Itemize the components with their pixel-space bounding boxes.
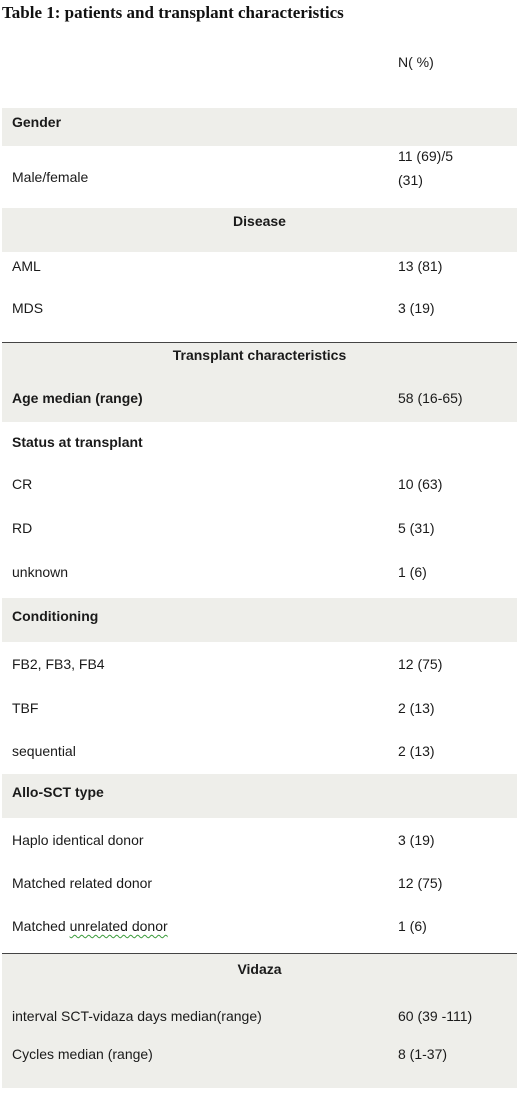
table-row: Matched unrelated donor 1 (6) xyxy=(2,906,517,950)
table-row: MDS 3 (19) xyxy=(2,296,517,340)
row-label: Male/female xyxy=(12,169,89,185)
row-label: MDS xyxy=(12,300,44,316)
row-value: 1 (6) xyxy=(398,918,427,934)
row-label: FB2, FB3, FB4 xyxy=(12,656,105,672)
table-row: Cycles median (range) 8 (1-37) xyxy=(2,1036,517,1088)
section-heading-vidaza: Vidaza xyxy=(237,961,282,977)
subsection-heading-allo-sct: Allo-SCT type xyxy=(12,784,104,800)
row-value: 1 (6) xyxy=(398,564,427,580)
row-value: 12 (75) xyxy=(398,656,443,672)
section-heading-row: Gender xyxy=(2,108,517,146)
table-row: CR 10 (63) xyxy=(2,462,517,506)
characteristics-table: N( %) Gender Male/female 11 (69)/5 (31) … xyxy=(2,28,517,1093)
row-label: interval SCT-vidaza days median(range) xyxy=(12,1008,262,1024)
table-title: Table 1: patients and transplant charact… xyxy=(2,3,344,22)
row-value: 5 (31) xyxy=(398,520,435,536)
row-value: 12 (75) xyxy=(398,875,443,891)
subsection-heading-status: Status at transplant xyxy=(12,434,143,450)
table-row: FB2, FB3, FB4 12 (75) xyxy=(2,642,517,686)
row-value: 3 (19) xyxy=(398,832,435,848)
row-label: Matched unrelated donor xyxy=(12,916,168,936)
row-value: 11 (69)/5 (31) xyxy=(398,146,516,190)
row-value-age: 58 (16-65) xyxy=(398,390,463,406)
column-header-n-percent: N( %) xyxy=(398,54,434,70)
subsection-heading-conditioning: Conditioning xyxy=(12,608,99,624)
section-heading-row: Vidaza xyxy=(2,954,517,992)
table-row: interval SCT-vidaza days median(range) 6… xyxy=(2,992,517,1036)
section-heading-disease: Disease xyxy=(233,213,286,229)
row-value-line-1: 11 (69)/5 xyxy=(398,148,453,164)
row-value: 60 (39 -111) xyxy=(398,1008,473,1024)
row-label: Cycles median (range) xyxy=(12,1046,153,1062)
row-value: 13 (81) xyxy=(398,258,443,274)
row-value-line-2: (31) xyxy=(398,172,423,188)
row-value: 8 (1-37) xyxy=(398,1046,448,1062)
section-heading-transplant: Transplant characteristics xyxy=(172,347,347,363)
row-label: Matched related donor xyxy=(12,875,153,891)
row-label: RD xyxy=(12,520,33,536)
subsection-heading-row: Allo-SCT type xyxy=(2,774,517,818)
table-row: Male/female 11 (69)/5 (31) xyxy=(2,146,517,208)
row-label: CR xyxy=(12,476,33,492)
table-header-row: N( %) xyxy=(2,28,517,108)
section-divider xyxy=(2,342,517,343)
row-label: TBF xyxy=(12,700,39,716)
table-row: Haplo identical donor 3 (19) xyxy=(2,818,517,862)
row-label: unknown xyxy=(12,564,69,580)
table-row: Matched related donor 12 (75) xyxy=(2,862,517,906)
table-row: RD 5 (31) xyxy=(2,506,517,550)
spellcheck-flagged-text: unrelated donor xyxy=(69,918,168,934)
row-label-prefix: Matched xyxy=(12,918,70,934)
row-value: 3 (19) xyxy=(398,300,435,316)
section-divider xyxy=(2,953,517,954)
section-heading-row: Transplant characteristics Age median (r… xyxy=(2,343,517,422)
row-label: AML xyxy=(12,258,41,274)
row-value: 2 (13) xyxy=(398,743,435,759)
table-row: AML 13 (81) xyxy=(2,252,517,296)
table-row: TBF 2 (13) xyxy=(2,686,517,730)
row-label-age: Age median (range) xyxy=(12,390,143,406)
row-label: Haplo identical donor xyxy=(12,832,144,848)
row-value: 10 (63) xyxy=(398,476,443,492)
table-row: unknown 1 (6) xyxy=(2,550,517,594)
row-value: 2 (13) xyxy=(398,700,435,716)
section-heading-row: Disease xyxy=(2,208,517,252)
row-label: sequential xyxy=(12,743,76,759)
subsection-heading-row: Status at transplant xyxy=(2,422,517,462)
subsection-heading-row: Conditioning xyxy=(2,598,517,642)
section-heading-gender: Gender xyxy=(12,114,62,130)
table-row: sequential 2 (13) xyxy=(2,730,517,774)
